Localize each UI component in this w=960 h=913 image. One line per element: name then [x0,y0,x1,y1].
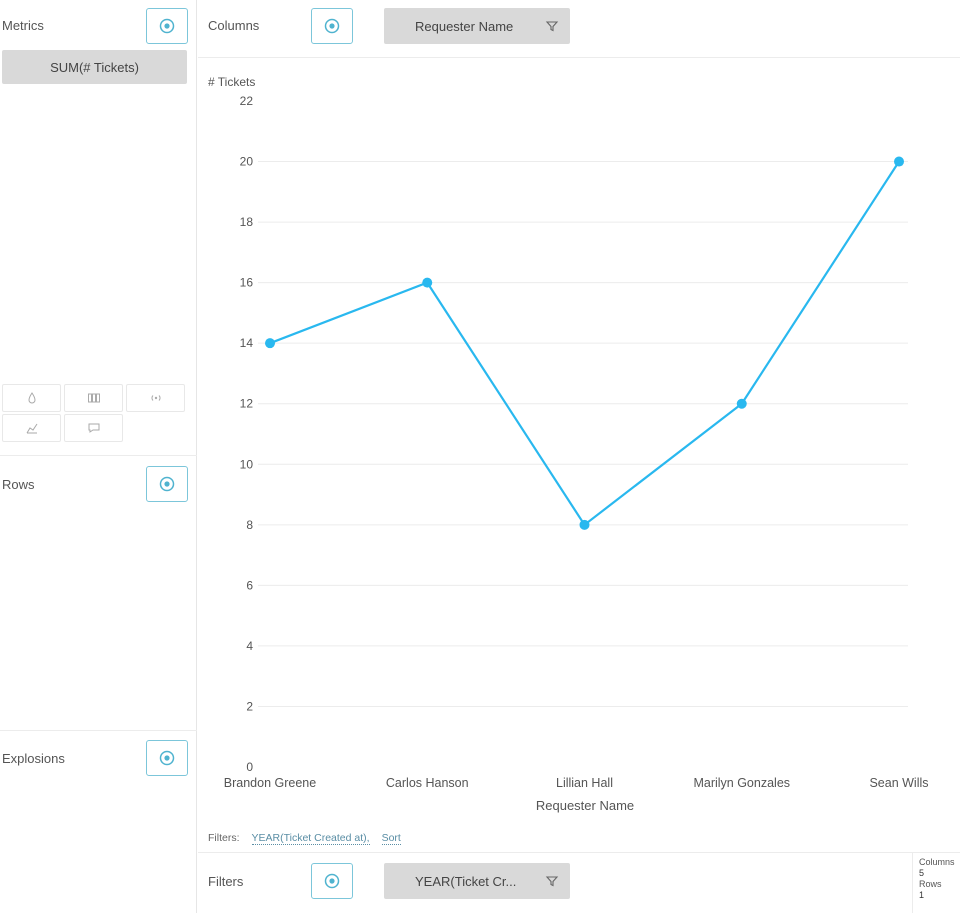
divider [0,730,197,731]
columns-chart-icon [87,393,100,403]
add-explosion-button[interactable] [146,740,188,776]
stats-columns-value: 5 [919,868,925,878]
series-layer [265,156,904,530]
viz-drop-button[interactable] [2,384,61,412]
y-tick-label: 0 [246,760,253,774]
y-tick-label: 18 [240,215,254,229]
viz-area-button[interactable] [2,414,61,442]
x-axis-label: Requester Name [536,798,634,813]
rows-label: Rows [2,477,35,492]
y-tick-label: 2 [246,699,253,713]
y-tick-label: 16 [240,276,254,290]
viz-columns-button[interactable] [64,384,123,412]
line-chart: 0 2 4 6 8 10 12 14 16 18 20 22 Brandon Greene Carlos… [198,59,960,852]
filters-summary-label: Filters: [208,832,240,844]
filters-summary-filter-link[interactable]: YEAR(Ticket Created at), [251,832,370,845]
add-circle-icon [159,750,175,766]
x-tick-layer: Brandon Greene Carlos Hanson Lillian Hall M… [224,776,929,790]
columns-bar: Columns Requester Name [198,0,960,58]
divider [0,455,197,456]
viz-signal-button[interactable] [126,384,185,412]
data-point[interactable] [579,519,590,530]
add-circle-icon [324,18,340,34]
y-tick-label: 4 [246,639,253,653]
add-circle-icon [159,476,175,492]
add-filter-button[interactable] [311,863,353,899]
y-tick-label: 14 [240,336,254,350]
result-stats: Columns 5 Rows 1 [912,852,960,913]
comment-icon [88,423,99,433]
filter-icon[interactable] [545,19,559,33]
left-panel: Metrics SUM(# Tickets) Rows Explosions [0,0,197,913]
filters-summary: Filters: YEAR(Ticket Created at), Sort [208,832,401,845]
y-tick-label: 20 [240,155,254,169]
filters-label: Filters [208,874,244,889]
columns-label: Columns [208,18,260,33]
add-circle-icon [324,873,340,889]
y-tick-label: 10 [240,457,254,471]
x-tick-label: Brandon Greene [224,776,316,790]
add-row-button[interactable] [146,466,188,502]
x-tick-label: Marilyn Gonzales [693,776,790,790]
add-circle-icon [159,18,175,34]
stats-columns-label: Columns [919,857,955,867]
y-tick-layer: 0 2 4 6 8 10 12 14 16 18 20 22 [240,94,254,774]
explosions-label: Explosions [2,751,65,766]
x-tick-label: Lillian Hall [556,776,613,790]
chart-svg: 0 2 4 6 8 10 12 14 16 18 20 22 Brandon Greene Carlos… [208,75,929,813]
stats-rows-label: Rows [919,879,942,889]
y-tick-label: 22 [240,94,254,108]
area-chart-icon [26,423,37,434]
y-axis-label: # Tickets [208,75,255,89]
column-pill[interactable]: Requester Name [384,8,570,44]
x-tick-label: Carlos Hanson [386,776,469,790]
y-tick-label: 8 [246,518,253,532]
x-tick-label: Sean Wills [869,776,928,790]
viz-comment-button[interactable] [64,414,123,442]
column-pill-label: Requester Name [415,18,514,34]
add-metric-button[interactable] [146,8,188,44]
signal-icon [150,395,161,401]
add-column-button[interactable] [311,8,353,44]
metrics-label: Metrics [2,18,44,33]
y-tick-label: 6 [246,578,253,592]
filter-pill[interactable]: YEAR(Ticket Cr... [384,863,570,899]
stats-rows-value: 1 [919,890,925,900]
data-point[interactable] [265,338,275,349]
filter-pill-label: YEAR(Ticket Cr... [415,873,517,889]
data-point[interactable] [894,156,904,167]
drop-icon [27,392,36,404]
grid-layer [258,161,908,707]
data-point[interactable] [422,277,433,288]
filter-icon[interactable] [545,874,559,888]
filters-bar: Filters YEAR(Ticket Cr... [198,852,960,913]
y-tick-label: 12 [240,397,254,411]
metric-pill[interactable]: SUM(# Tickets) [2,50,187,84]
filters-summary-sort-link[interactable]: Sort [381,832,401,845]
data-point[interactable] [736,398,747,409]
